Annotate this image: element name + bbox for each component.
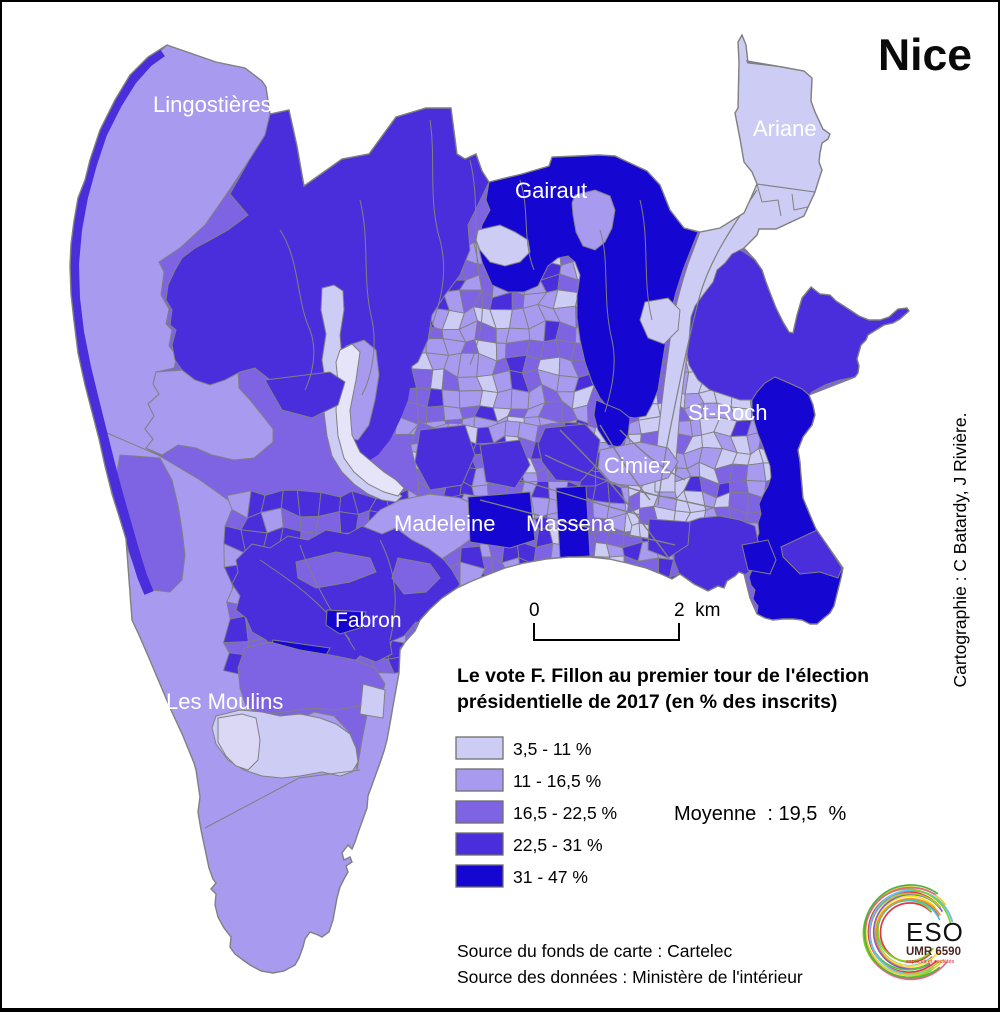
svg-text:Madeleine: Madeleine [394,511,496,536]
svg-text:3,5 - 11 %: 3,5 - 11 % [513,739,591,759]
svg-text:UMR 6590: UMR 6590 [906,946,961,958]
svg-text:Cimiez: Cimiez [604,453,671,478]
svg-text:Le vote F. Fillon au premier t: Le vote F. Fillon au premier tour de l'é… [457,665,869,687]
svg-text:espaces et sociétés: espaces et sociétés [906,959,955,965]
svg-text:Lingostières: Lingostières [153,92,272,117]
svg-text:Fabron: Fabron [335,609,402,632]
svg-text:2 km: 2 km [674,600,720,621]
svg-text:Ariane: Ariane [753,116,817,141]
svg-text:Source des données : Ministère: Source des données : Ministère de l'inté… [457,967,803,987]
svg-text:Source du fonds de carte : Car: Source du fonds de carte : Cartelec [457,941,733,961]
svg-text:0: 0 [529,600,540,621]
svg-text:Cartographie : C Batardy, J Ri: Cartographie : C Batardy, J Rivière. [950,413,970,688]
svg-text:Gairaut: Gairaut [515,178,587,203]
svg-text:Massena: Massena [526,511,616,536]
svg-text:St-Roch: St-Roch [688,400,767,425]
svg-text:présidentielle de 2017 (en % d: présidentielle de 2017 (en % des inscrit… [457,691,837,713]
svg-text:Les Moulins: Les Moulins [166,689,283,714]
svg-text:Nice: Nice [878,31,972,80]
svg-text:ESO: ESO [906,917,964,947]
svg-text:Moyenne : 19,5 %: Moyenne : 19,5 % [674,803,847,825]
svg-text:16,5 - 22,5 %: 16,5 - 22,5 % [513,803,617,823]
svg-text:22,5 - 31 %: 22,5 - 31 % [513,835,603,855]
svg-text:11 - 16,5 %: 11 - 16,5 % [513,771,601,791]
svg-text:31 - 47 %: 31 - 47 % [513,867,588,887]
